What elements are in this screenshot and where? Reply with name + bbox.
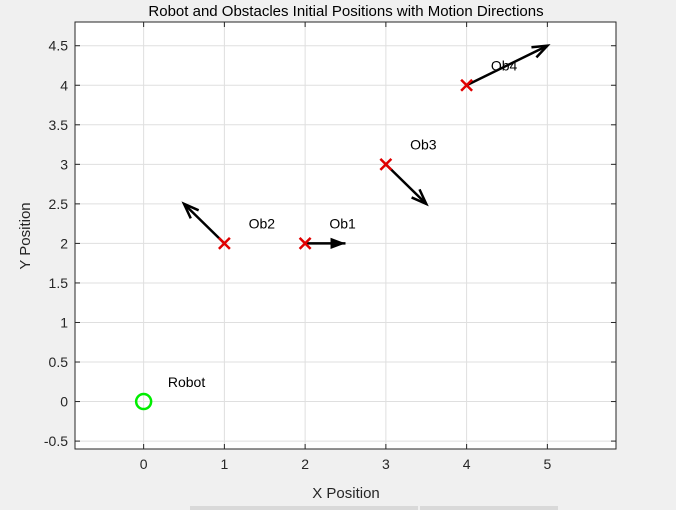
obstacle-marker <box>298 237 312 250</box>
y-axis-label: Y Position <box>17 202 34 269</box>
motion-arrow-head <box>330 237 346 250</box>
x-tick-label: 3 <box>382 456 390 472</box>
obstacle-label: Ob1 <box>329 216 356 232</box>
x-tick-label: 4 <box>463 456 471 472</box>
robot-label: Robot <box>168 374 205 390</box>
x-axis-label: X Position <box>312 485 380 502</box>
y-tick-label: 3.5 <box>49 117 69 133</box>
motion-arrow <box>183 202 226 245</box>
y-tick-label: 4 <box>60 77 68 93</box>
plot-frame <box>74 21 617 450</box>
y-tick-label: 1.5 <box>49 275 69 291</box>
grid <box>75 22 616 449</box>
chart-title: Robot and Obstacles Initial Positions wi… <box>148 3 543 20</box>
obstacle-marker <box>379 157 393 171</box>
robot-marker <box>134 392 153 411</box>
obstacle-label: Ob2 <box>249 216 276 232</box>
y-tick-label: 2 <box>60 235 68 251</box>
obstacle-marker <box>217 237 231 250</box>
motion-arrow-head <box>181 201 200 219</box>
motion-arrow-head <box>531 44 551 59</box>
y-tick-label: 3 <box>60 156 68 172</box>
x-tick-label: 2 <box>301 456 309 472</box>
obstacle-label: Ob3 <box>410 137 437 153</box>
y-tick-label: 0.5 <box>49 354 69 370</box>
y-tick-label: 1 <box>60 314 68 330</box>
y-tick-label: 4.5 <box>49 38 69 54</box>
y-tick-label: -0.5 <box>44 433 68 449</box>
data-layer: Ob1 Ob2 Ob3 Ob4 Robot <box>134 44 551 411</box>
y-tick-label: 2.5 <box>49 196 69 212</box>
motion-arrow <box>384 163 428 205</box>
motion-arrow <box>466 44 548 87</box>
motion-arrow-head <box>411 188 429 207</box>
y-tick-label: 0 <box>60 394 68 410</box>
x-tick-label: 5 <box>543 456 551 472</box>
obstacle-label: Ob4 <box>491 57 518 73</box>
x-tick-label: 0 <box>140 456 148 472</box>
obstacle-marker <box>460 78 474 92</box>
x-tick-label: 1 <box>220 456 228 472</box>
plot-area <box>75 22 616 449</box>
bottom-strip <box>190 506 558 510</box>
axis-ticks: 0 1 2 3 4 5 -0.5 0 0.5 1 1.5 2 2.5 3 3.5 4 4.5 <box>44 22 616 472</box>
